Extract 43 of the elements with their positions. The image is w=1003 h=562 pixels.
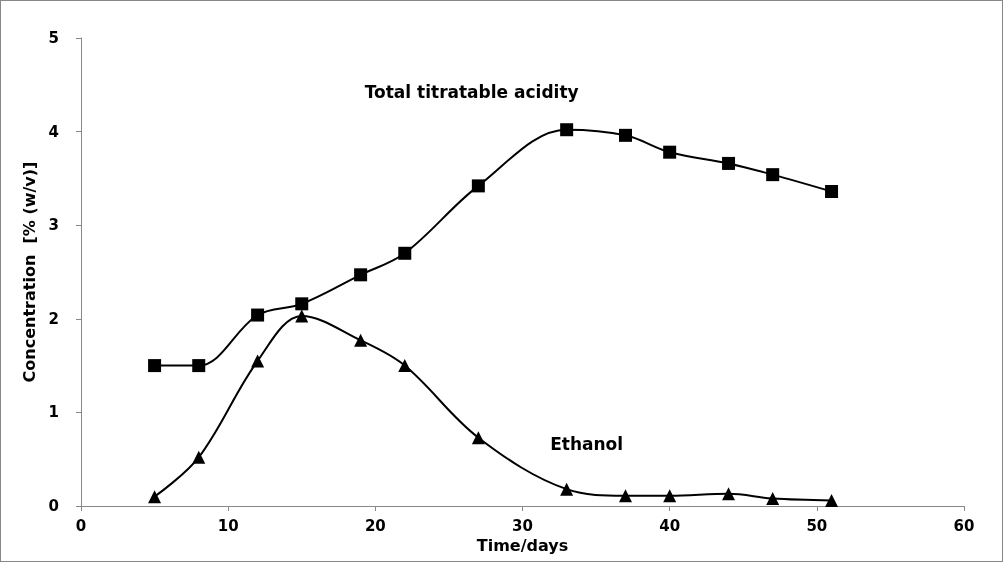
x-axis-title: Time/days xyxy=(476,536,569,556)
point xyxy=(354,333,368,347)
x-tick-label: 10 xyxy=(217,516,239,535)
x-tick-label: 30 xyxy=(512,516,533,535)
point xyxy=(825,185,839,198)
point xyxy=(471,431,485,445)
point xyxy=(560,482,574,496)
y-tick-label: 2 xyxy=(48,309,59,328)
point xyxy=(766,168,780,182)
point xyxy=(398,246,412,260)
point xyxy=(192,450,206,464)
point xyxy=(722,156,736,170)
point xyxy=(619,489,633,503)
point xyxy=(619,128,633,142)
point xyxy=(663,145,677,159)
point xyxy=(766,492,780,506)
point xyxy=(295,309,309,323)
point xyxy=(825,493,839,507)
y-tick-label: 5 xyxy=(48,29,59,47)
series-label: Total titratable acidity xyxy=(364,81,579,102)
point xyxy=(295,297,309,311)
point xyxy=(251,308,265,322)
x-tick-label: 50 xyxy=(806,516,828,535)
point xyxy=(560,123,574,137)
x-tick-label: 40 xyxy=(659,516,681,535)
point xyxy=(354,268,368,282)
y-tick-label: 0 xyxy=(48,497,59,515)
point xyxy=(471,179,485,193)
x-tick-label: 20 xyxy=(364,516,386,535)
point xyxy=(722,487,736,501)
point xyxy=(251,354,265,368)
x-tick-label: 0 xyxy=(75,516,87,535)
y-axis-title: Concentration [% (w/v)] xyxy=(20,161,40,383)
point xyxy=(148,490,162,504)
point xyxy=(398,359,412,373)
y-tick-label: 3 xyxy=(48,216,59,235)
series-label: Ethanol xyxy=(550,434,624,455)
point xyxy=(663,489,677,503)
y-tick-label: 4 xyxy=(48,122,59,141)
x-tick-label: 60 xyxy=(953,516,975,535)
point xyxy=(148,359,162,373)
point xyxy=(192,359,206,373)
y-tick-label: 1 xyxy=(48,403,59,422)
